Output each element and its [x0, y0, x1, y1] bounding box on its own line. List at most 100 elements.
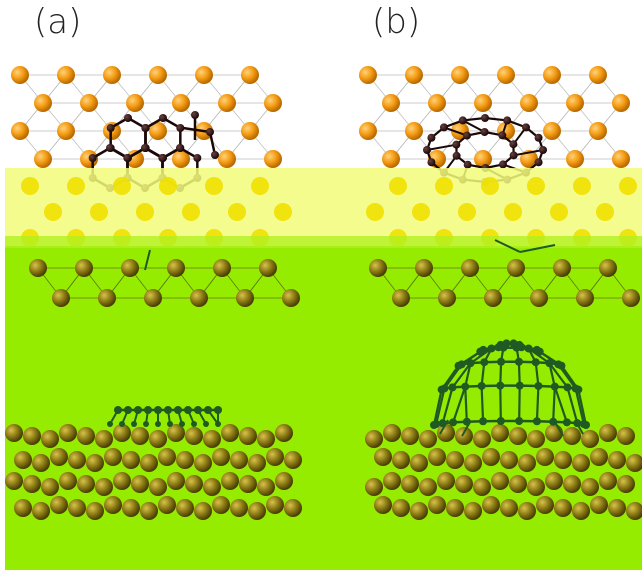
- top-view-substrate-shadow: [29, 239, 640, 307]
- substrate-atom: [612, 94, 630, 112]
- substrate-atom: [455, 427, 473, 445]
- c-c-bond: [452, 386, 467, 423]
- substrate-atom: [86, 502, 104, 520]
- carbon-atom: [176, 144, 184, 152]
- substrate-atom: [41, 478, 59, 496]
- carbon-atom: [204, 406, 212, 414]
- overlay-atom: [550, 203, 568, 221]
- c-c-bond: [464, 386, 468, 422]
- substrate-atom: [536, 496, 554, 514]
- substrate-atom: [482, 448, 500, 466]
- carbon-atom: [479, 345, 488, 354]
- substrate-atom: [482, 496, 500, 514]
- substrate-atom: [113, 472, 131, 490]
- substrate-atom: [221, 424, 239, 442]
- c-c-bond: [426, 143, 457, 151]
- substrate-atom: [589, 66, 607, 84]
- substrate-atom: [545, 472, 563, 490]
- substrate-atom: [32, 502, 50, 520]
- substrate-atom: [455, 475, 473, 493]
- overlay-atom: [228, 203, 246, 221]
- carbon-atom: [211, 151, 219, 159]
- substrate-atom: [626, 502, 642, 520]
- substrate-atom: [158, 496, 176, 514]
- overlay-atom: [619, 177, 637, 195]
- carbon-atom: [143, 421, 149, 427]
- substrate-atom: [14, 451, 32, 469]
- carbon-atom: [563, 383, 572, 392]
- substrate-atom: [218, 150, 236, 168]
- c-c-bond: [548, 362, 569, 389]
- carbon-atom: [124, 406, 132, 414]
- substrate-atom: [195, 66, 213, 84]
- carbon-atom: [194, 406, 202, 414]
- substrate-atom: [581, 478, 599, 496]
- top-view-substrate-b: [359, 66, 630, 168]
- substrate-atom: [32, 454, 50, 472]
- carbon-atom: [141, 144, 149, 152]
- substrate-atom: [257, 478, 275, 496]
- substrate-atom: [144, 289, 162, 307]
- carbon-atom: [457, 360, 466, 369]
- substrate-atom: [554, 499, 572, 517]
- carbon-atom: [496, 417, 505, 426]
- carbon-atom: [517, 343, 526, 352]
- substrate-atom: [190, 289, 208, 307]
- overlay-atom: [458, 203, 476, 221]
- substrate-atom: [80, 94, 98, 112]
- substrate-atom: [167, 259, 185, 277]
- substrate-atom: [382, 94, 400, 112]
- substrate-atom: [509, 475, 527, 493]
- substrate-atom: [410, 454, 428, 472]
- carbon-atom: [106, 144, 114, 152]
- substrate-atom: [5, 472, 23, 490]
- c-c-bond: [519, 244, 556, 253]
- carbon-atom: [532, 417, 541, 426]
- substrate-atom: [176, 499, 194, 517]
- substrate-atom: [612, 150, 630, 168]
- substrate-atom: [507, 259, 525, 277]
- substrate-atom: [34, 94, 52, 112]
- substrate-atom: [241, 122, 259, 140]
- substrate-atom: [239, 427, 257, 445]
- substrate-atom: [563, 475, 581, 493]
- c-c-bond: [566, 387, 579, 424]
- substrate-atom: [599, 259, 617, 277]
- substrate-atom: [464, 502, 482, 520]
- substrate-atom: [415, 259, 433, 277]
- carbon-atom: [124, 114, 132, 122]
- substrate-atom: [257, 430, 275, 448]
- carbon-atom: [167, 421, 173, 427]
- substrate-atom: [259, 259, 277, 277]
- substrate-atom: [428, 94, 446, 112]
- substrate-atom: [446, 499, 464, 517]
- substrate-atom: [167, 472, 185, 490]
- substrate-atom: [126, 150, 144, 168]
- carbon-atom: [452, 140, 461, 149]
- c-c-bond: [574, 419, 584, 435]
- substrate-atom: [374, 496, 392, 514]
- substrate-atom: [264, 150, 282, 168]
- c-c-bond: [535, 385, 540, 422]
- substrate-atom: [275, 472, 293, 490]
- substrate-atom: [185, 427, 203, 445]
- c-c-bond: [527, 347, 551, 365]
- substrate-atom: [95, 430, 113, 448]
- carbon-atom: [466, 359, 475, 368]
- substrate-atom: [608, 499, 626, 517]
- substrate-atom: [369, 259, 387, 277]
- overlay-atom: [67, 177, 85, 195]
- substrate-atom: [149, 478, 167, 496]
- substrate-atom: [239, 475, 257, 493]
- side-view-substrate-b: [365, 424, 642, 520]
- carbon-atom: [107, 421, 113, 427]
- substrate-atom: [172, 150, 190, 168]
- substrate-atom: [392, 451, 410, 469]
- carbon-dome-cage-side-b: [430, 339, 590, 437]
- substrate-atom: [419, 430, 437, 448]
- carbon-atom: [531, 358, 540, 367]
- substrate-atom: [230, 499, 248, 517]
- carbon-atom: [498, 160, 507, 169]
- substrate-atom: [451, 66, 469, 84]
